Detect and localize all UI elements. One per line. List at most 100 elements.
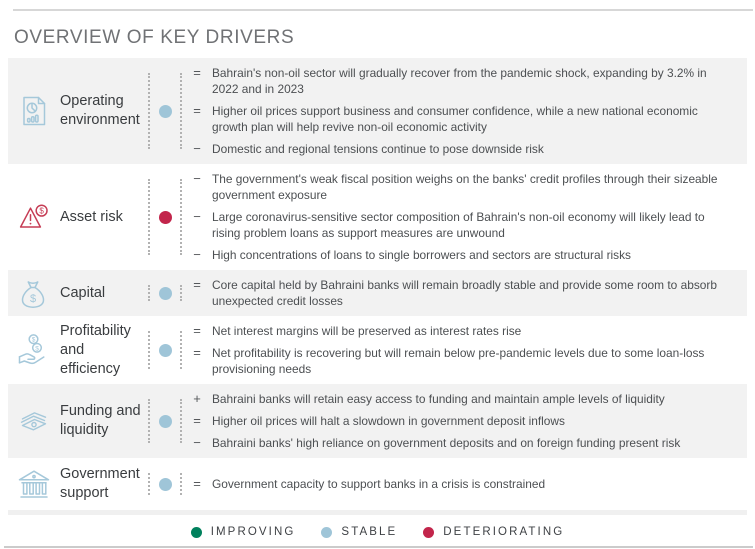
driver-point-text: High concentrations of loans to single b… <box>212 248 632 262</box>
driver-icon-cell <box>8 458 60 510</box>
bank-building-icon <box>18 470 50 498</box>
driver-label: Profitability and efficiency <box>60 322 131 377</box>
driver-point: = Core capital held by Bahraini banks wi… <box>182 277 747 309</box>
driver-point: = Higher oil prices will halt a slowdown… <box>182 413 747 429</box>
driver-point: − The government's weak fiscal position … <box>182 171 747 203</box>
trend-sign: = <box>193 345 201 360</box>
driver-point: − Bahraini banks' high reliance on gover… <box>182 435 747 451</box>
driver-point: − High concentrations of loans to single… <box>182 247 747 263</box>
status-legend: IMPROVING STABLE DETERIORATING <box>0 521 755 543</box>
driver-point: = Net interest margins will be preserved… <box>182 323 747 339</box>
driver-point-text: Bahrain's non-oil sector will gradually … <box>212 66 707 96</box>
driver-label: Operating environment <box>60 93 140 128</box>
dotted-separator <box>180 179 182 255</box>
driver-point-text: Government capacity to support banks in … <box>212 477 546 491</box>
dotted-separator <box>148 179 150 255</box>
driver-points: − The government's weak fiscal position … <box>182 164 747 270</box>
table-end-strip <box>8 510 747 515</box>
driver-point-text: Higher oil prices will halt a slowdown i… <box>212 414 565 428</box>
top-divider <box>13 9 753 11</box>
trend-sign: = <box>193 323 201 338</box>
driver-point-text: Higher oil prices support business and c… <box>212 104 698 134</box>
key-drivers-table: Operating environment = Bahrain's non-oi… <box>8 58 747 510</box>
legend-label: IMPROVING <box>210 526 296 538</box>
dotted-separator <box>180 399 182 443</box>
trend-sign: = <box>193 277 201 292</box>
driver-point: − Domestic and regional tensions continu… <box>182 141 747 157</box>
legend-dot-deteriorating <box>423 526 435 538</box>
bottom-divider <box>4 546 753 548</box>
trend-sign: − <box>193 247 201 262</box>
legend-dot-stable <box>321 526 333 538</box>
trend-sign: = <box>193 476 201 491</box>
driver-icon-cell: $ <box>8 164 60 270</box>
money-bag-icon: $ <box>21 281 45 308</box>
status-dot-stable <box>158 414 172 428</box>
legend-item: DETERIORATING <box>423 526 564 538</box>
driver-icon-cell: $ <box>8 270 60 316</box>
driver-label: Government support <box>60 466 140 501</box>
driver-point: = Bahrain's non-oil sector will graduall… <box>182 65 747 97</box>
driver-icon-cell <box>8 58 60 164</box>
driver-point-text: Large coronavirus-sensitive sector compo… <box>212 210 705 240</box>
driver-icon-cell <box>8 384 60 458</box>
driver-points: = Government capacity to support banks i… <box>182 458 747 510</box>
driver-label: Asset risk <box>60 208 123 225</box>
driver-row: $ Capital = Core capital held by Bahrain… <box>8 270 747 316</box>
dotted-separator <box>148 285 150 301</box>
dotted-separator <box>148 399 150 443</box>
driver-row: $ Asset risk − The government's weak fis… <box>8 164 747 270</box>
svg-text:$: $ <box>35 345 39 352</box>
legend-item: IMPROVING <box>190 526 296 538</box>
coins-hand-icon: $ $ <box>18 334 45 365</box>
driver-point-text: Bahraini banks' high reliance on governm… <box>212 436 681 450</box>
driver-row: $ $ Profitability and efficiency = Net i… <box>8 316 747 384</box>
driver-point-text: Net profitability is recovering but will… <box>212 346 705 376</box>
dotted-separator <box>180 73 182 149</box>
driver-point-text: Bahraini banks will retain easy access t… <box>212 392 665 406</box>
warning-dollar-icon: $ <box>19 204 48 228</box>
driver-label: Funding and liquidity <box>60 403 141 438</box>
dotted-separator <box>180 473 182 495</box>
status-dot-deteriorating <box>158 210 172 224</box>
driver-point: − Large coronavirus-sensitive sector com… <box>182 209 747 241</box>
driver-point: = Government capacity to support banks i… <box>182 476 747 492</box>
trend-sign: + <box>193 391 201 406</box>
driver-point-text: Domestic and regional tensions continue … <box>212 142 544 156</box>
driver-points: = Bahrain's non-oil sector will graduall… <box>182 58 747 164</box>
legend-label: STABLE <box>341 526 398 538</box>
status-dot-stable <box>158 477 172 491</box>
driver-point: = Net profitability is recovering but wi… <box>182 345 747 377</box>
driver-point: = Higher oil prices support business and… <box>182 103 747 135</box>
page-title: OVERVIEW OF KEY DRIVERS <box>14 27 295 48</box>
trend-sign: − <box>193 171 201 186</box>
driver-point: + Bahraini banks will retain easy access… <box>182 391 747 407</box>
driver-points: = Net interest margins will be preserved… <box>182 316 747 384</box>
legend-label: DETERIORATING <box>443 526 565 538</box>
trend-sign: − <box>193 141 201 156</box>
trend-sign: = <box>193 413 201 428</box>
trend-sign: − <box>193 435 201 450</box>
dotted-separator <box>148 331 150 369</box>
svg-text:$: $ <box>32 337 36 344</box>
driver-points: = Core capital held by Bahraini banks wi… <box>182 270 747 316</box>
status-dot-stable <box>158 104 172 118</box>
driver-icon-cell: $ $ <box>8 316 60 384</box>
dotted-separator <box>180 331 182 369</box>
status-dot-stable <box>158 286 172 300</box>
document-chart-icon <box>23 96 46 126</box>
driver-point-text: The government's weak fiscal position we… <box>212 172 718 202</box>
driver-label: Capital <box>60 284 106 301</box>
driver-point-text: Core capital held by Bahraini banks will… <box>212 278 717 308</box>
driver-row: Operating environment = Bahrain's non-oi… <box>8 58 747 164</box>
banknotes-icon <box>20 412 47 431</box>
legend-dot-improving <box>190 526 202 538</box>
driver-points: + Bahraini banks will retain easy access… <box>182 384 747 458</box>
dotted-separator <box>148 73 150 149</box>
driver-row: Government support = Government capacity… <box>8 458 747 510</box>
svg-text:$: $ <box>39 206 44 215</box>
legend-item: STABLE <box>321 526 397 538</box>
svg-text:$: $ <box>30 293 36 305</box>
dotted-separator <box>148 473 150 495</box>
